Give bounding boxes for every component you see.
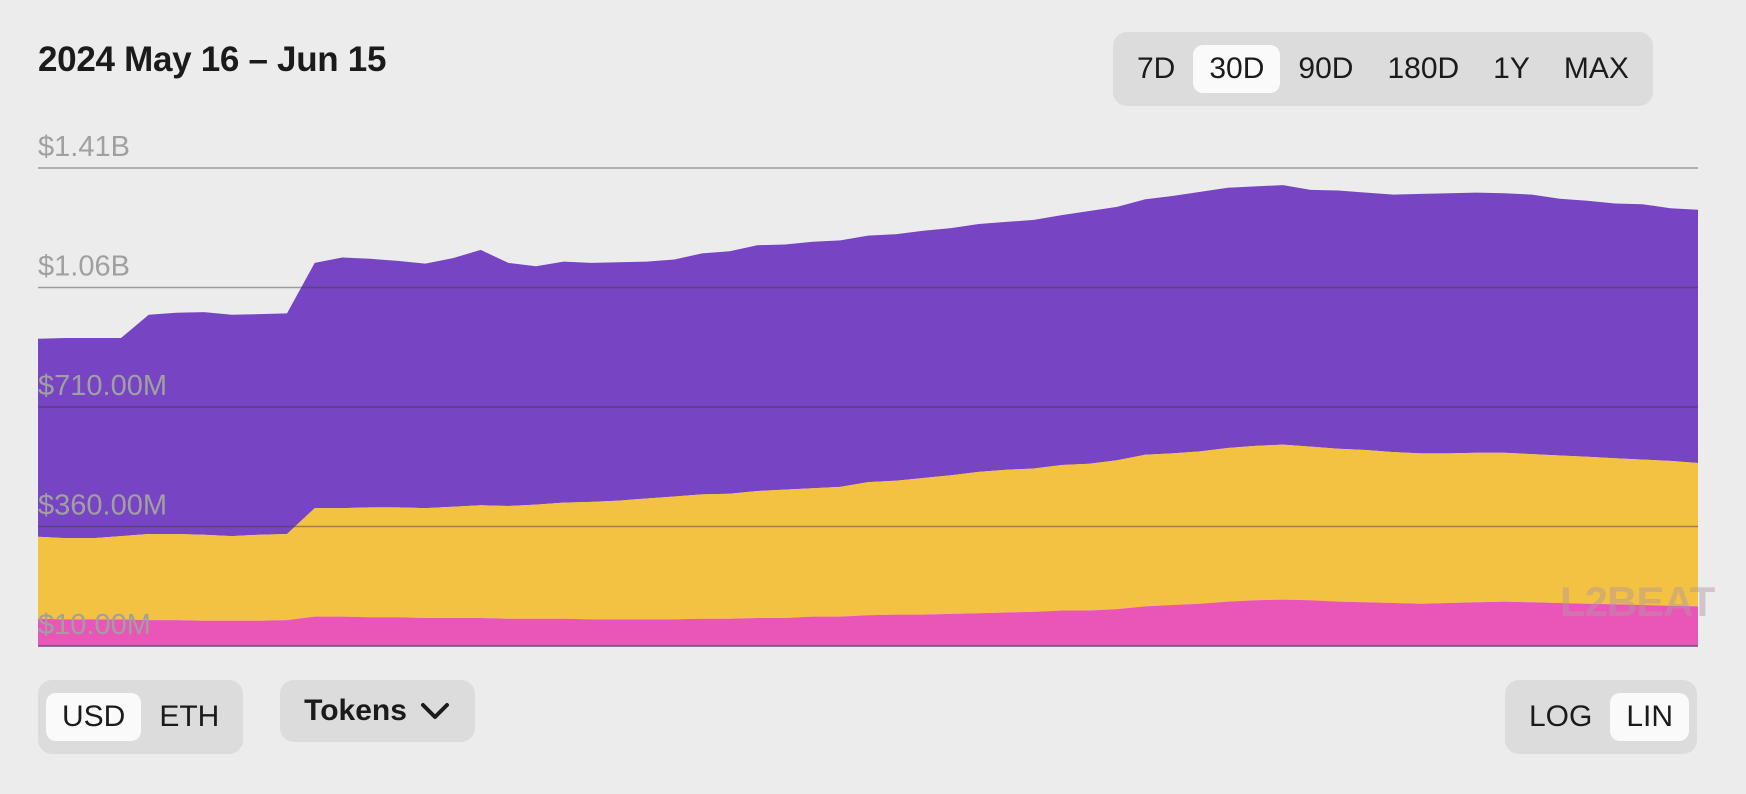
tokens-dropdown-label: Tokens xyxy=(304,694,407,727)
y-tick-label: $10.00M xyxy=(38,609,151,641)
area-series-yellow xyxy=(38,444,1698,621)
range-1y-button[interactable]: 1Y xyxy=(1493,52,1530,85)
y-tick-label: $1.41B xyxy=(38,131,130,163)
unit-selector: USD ETH xyxy=(38,680,244,754)
range-180d-button[interactable]: 180D xyxy=(1387,52,1460,85)
range-30d-button[interactable]: 30D xyxy=(1193,45,1281,93)
chevron-down-icon xyxy=(420,703,449,719)
time-range-selector: 7D 30D 90D 180D 1Y MAX xyxy=(1113,32,1653,106)
tokens-dropdown[interactable]: Tokens xyxy=(280,680,475,742)
scale-log-button[interactable]: LOG xyxy=(1528,700,1593,733)
range-90d-button[interactable]: 90D xyxy=(1298,52,1354,85)
page-title: 2024 May 16 – Jun 15 xyxy=(38,40,387,79)
range-max-button[interactable]: MAX xyxy=(1563,52,1629,85)
range-7d-button[interactable]: 7D xyxy=(1137,52,1176,85)
unit-usd-button[interactable]: USD xyxy=(46,693,142,741)
y-tick-label: $1.06B xyxy=(38,251,130,283)
area-series-purple xyxy=(38,185,1698,539)
scale-selector: LOG LIN xyxy=(1504,680,1697,754)
area-series-pink xyxy=(38,599,1698,646)
unit-eth-button[interactable]: ETH xyxy=(159,700,220,733)
y-tick-label: $360.00M xyxy=(38,490,167,522)
y-tick-label: $710.00M xyxy=(38,370,167,402)
l2beat-watermark: L2BEAT xyxy=(1560,578,1715,625)
scale-lin-button[interactable]: LIN xyxy=(1610,693,1689,741)
